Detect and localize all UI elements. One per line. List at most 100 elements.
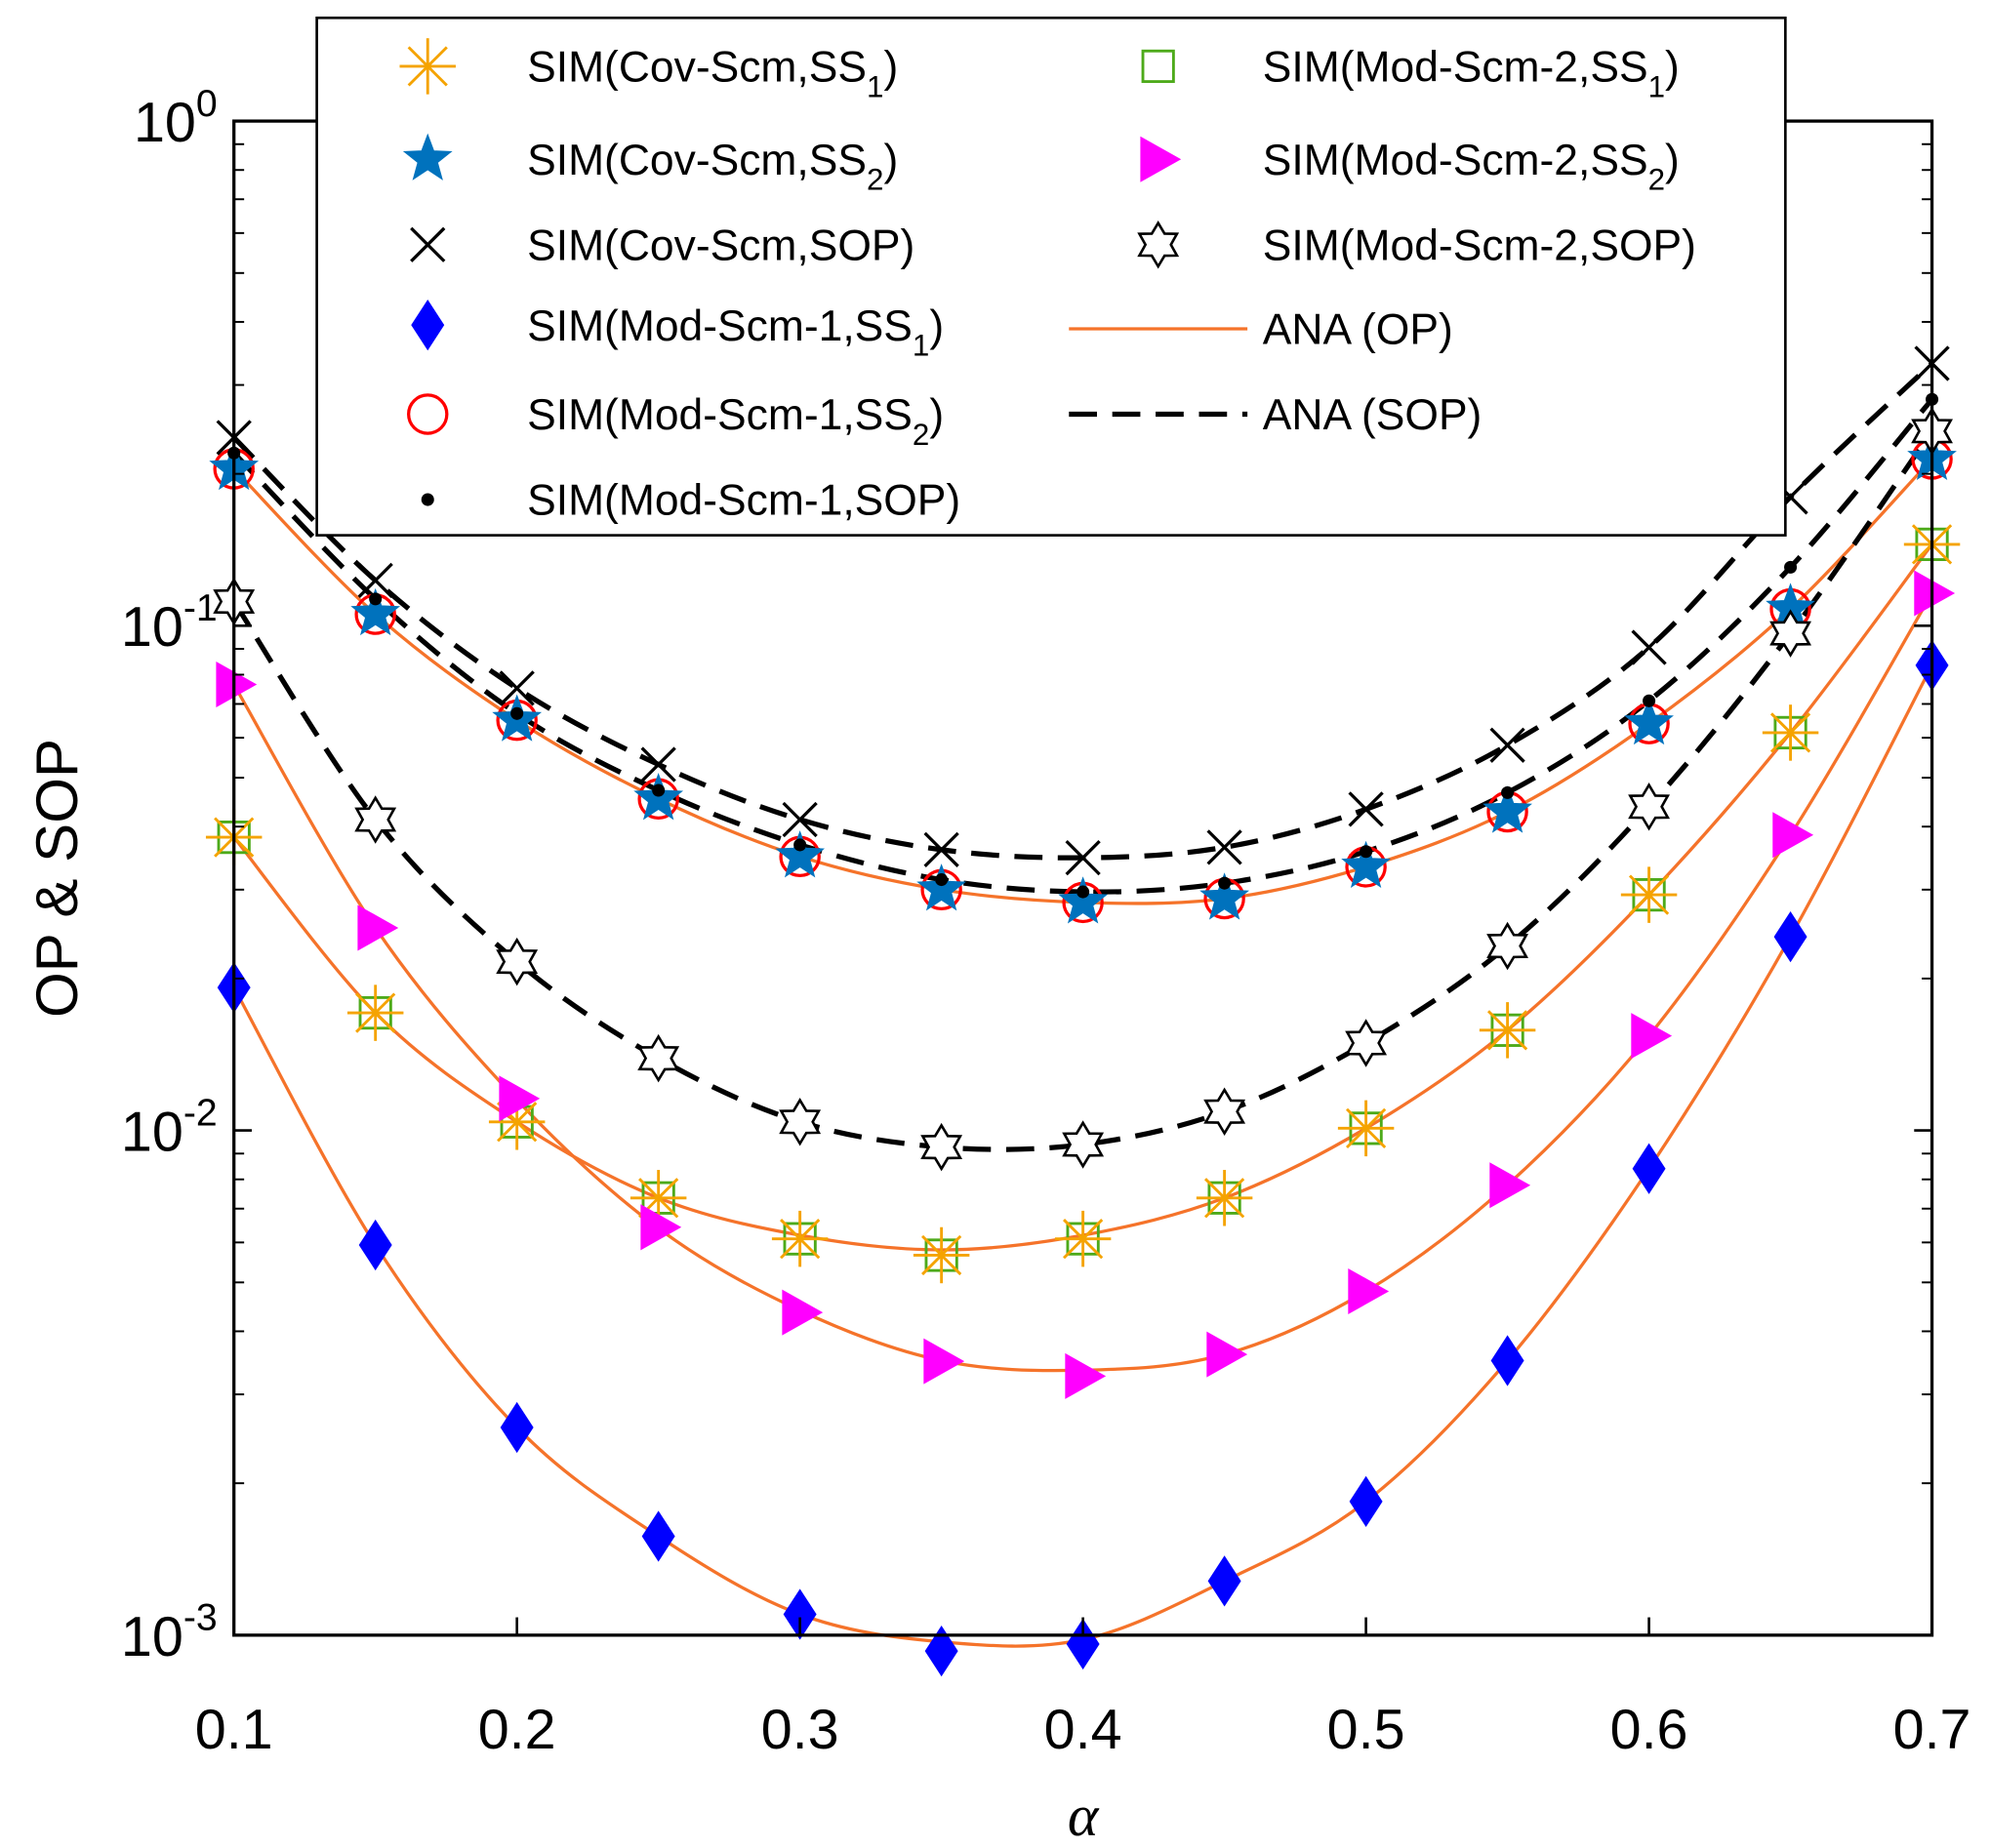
asterisk-stroke	[407, 46, 448, 87]
triangle-right-marker	[1065, 1352, 1107, 1399]
legend-item	[410, 226, 446, 262]
triangle-right-marker	[1489, 1162, 1531, 1209]
legend-item	[421, 493, 434, 506]
x-stroke	[1489, 727, 1525, 763]
asterisk-marker	[1196, 1170, 1253, 1226]
triangle-right-marker	[1631, 1013, 1673, 1060]
x-stroke	[357, 562, 393, 598]
x-tick-label: 0.6	[1610, 1699, 1688, 1761]
circle-marker	[407, 393, 449, 435]
x-tick-label: 0.1	[195, 1699, 273, 1761]
hexagram-marker	[354, 795, 397, 844]
legend-item	[399, 38, 456, 95]
asterisk-stroke	[1063, 1219, 1104, 1260]
asterisk-stroke	[1345, 1107, 1387, 1148]
x-stroke	[1206, 829, 1242, 865]
dot-marker	[1643, 694, 1656, 707]
legend-label: SIM(Mod-Scm-1,SS2)	[527, 391, 944, 452]
legend-item	[1140, 136, 1182, 182]
x-tick-label: 0.3	[761, 1699, 839, 1761]
plot-markers	[205, 345, 1961, 1677]
pentagram-marker	[1341, 840, 1391, 888]
hexagram-marker	[496, 937, 539, 986]
diamond-marker	[411, 299, 445, 351]
triangle-right-marker	[640, 1204, 682, 1251]
asterisk-stroke	[355, 992, 396, 1033]
pentagram-marker	[916, 864, 967, 911]
y-tick-label: 10-3	[121, 1597, 218, 1668]
pentagram-marker	[1199, 872, 1249, 920]
pentagram-marker	[350, 587, 401, 636]
x-stroke	[1631, 629, 1667, 665]
hexagram-marker	[920, 1122, 963, 1172]
diamond-marker	[641, 1510, 675, 1562]
x-tick-label: 0.2	[478, 1699, 556, 1761]
triangle-right-marker	[923, 1338, 965, 1385]
asterisk-marker	[1620, 866, 1678, 923]
legend: SIM(Cov-Scm,SS1) SIM(Cov-Scm,SS2) SIM(Cov-…	[315, 16, 1787, 537]
legend-label: ANA (SOP)	[1263, 391, 1482, 439]
asterisk-stroke	[1628, 874, 1670, 915]
x-tick-label: 0.7	[1893, 1699, 1971, 1761]
x-tick-label: 0.5	[1327, 1699, 1405, 1761]
hexagram-marker	[779, 1098, 822, 1146]
x-marker	[640, 746, 676, 783]
triangle-right-marker	[1914, 570, 1956, 617]
legend-label: ANA (OP)	[1263, 306, 1453, 354]
triangle-right-marker	[782, 1289, 824, 1336]
y-tick-label: 100	[134, 83, 218, 154]
diamond-marker	[1632, 1143, 1666, 1194]
legend-label: SIM(Mod-Scm-1,SOP)	[527, 477, 960, 525]
triangle-right-marker	[1140, 136, 1182, 182]
x-axis-label: α	[1068, 1783, 1100, 1848]
triangle-right-marker	[1772, 812, 1814, 859]
hexagram-marker	[1486, 921, 1529, 971]
diamond-marker	[1773, 910, 1807, 963]
x-marker	[410, 226, 446, 262]
triangle-right-marker	[1206, 1331, 1248, 1378]
legend-label: SIM(Mod-Scm-2,SS2)	[1263, 137, 1680, 197]
pentagram-marker	[1058, 876, 1108, 924]
asterisk-marker	[913, 1226, 970, 1284]
diamond-marker	[924, 1626, 958, 1677]
diamond-marker	[500, 1401, 534, 1454]
asterisk-marker	[1479, 1002, 1536, 1059]
x-marker	[357, 562, 393, 598]
series-diamond	[217, 639, 1949, 1677]
diamond-marker	[1349, 1475, 1383, 1528]
x-stroke	[640, 746, 676, 783]
legend-label: SIM(Mod-Scm-1,SS1)	[527, 302, 944, 363]
y-tick-label: 10-1	[121, 587, 218, 659]
x-marker	[1631, 629, 1667, 665]
y-axis-label: OP & SOP	[24, 739, 90, 1018]
ana-sop-curve	[231, 397, 1934, 895]
hexagram-marker	[1628, 783, 1671, 831]
asterisk-marker	[1762, 704, 1819, 761]
triangle-right-marker	[216, 662, 258, 708]
x-stroke	[1065, 839, 1101, 876]
x-marker	[1489, 727, 1525, 763]
pentagram-marker	[1482, 785, 1532, 833]
legend-label: SIM(Cov-Scm,SS2)	[527, 137, 898, 197]
x-marker	[499, 670, 535, 706]
ana-sop-curve	[231, 429, 1934, 1152]
hexagram-marker	[1137, 221, 1180, 269]
x-marker	[1065, 839, 1101, 876]
triangle-right-marker	[499, 1075, 541, 1122]
legend-item	[402, 133, 453, 181]
plot-lines	[231, 361, 1934, 1648]
series-hexagram	[213, 407, 1953, 1172]
series-triangle-right	[216, 570, 1956, 1399]
square-marker	[1141, 49, 1175, 84]
asterisk-marker	[1054, 1210, 1112, 1267]
legend-label: SIM(Cov-Scm,SS1)	[527, 44, 898, 104]
hexagram-marker	[1769, 609, 1812, 658]
asterisk-stroke	[1769, 712, 1811, 753]
dot-marker	[1784, 560, 1798, 574]
dot-marker	[1501, 785, 1515, 799]
diamond-marker	[1490, 1335, 1524, 1386]
asterisk-stroke	[780, 1219, 821, 1260]
pentagram-marker	[1624, 697, 1674, 745]
hexagram-marker	[1345, 1019, 1388, 1067]
